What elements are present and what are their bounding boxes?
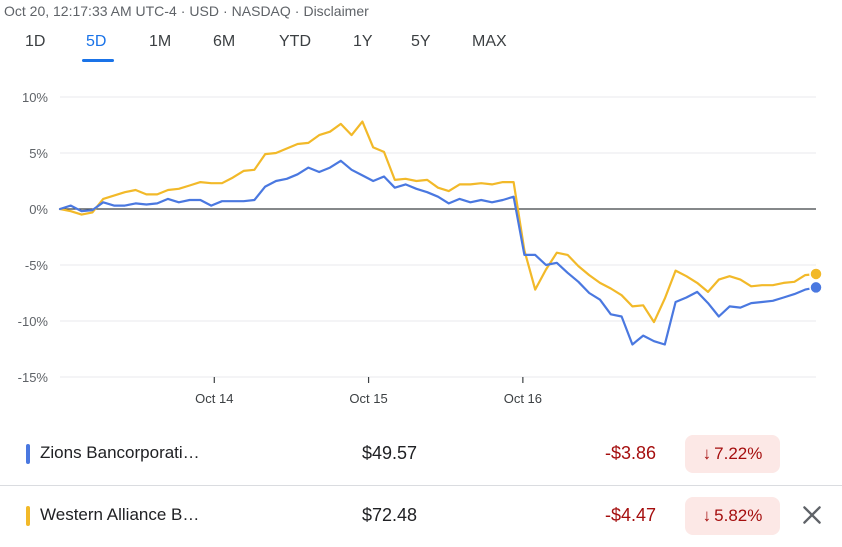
y-tick-label: -10%	[18, 314, 49, 329]
price-value: $49.57	[362, 443, 418, 463]
tab-1y[interactable]: 1Y	[353, 33, 373, 50]
y-tick-label: -15%	[18, 370, 49, 385]
series-end-point	[809, 280, 823, 295]
separator: ·	[294, 3, 300, 19]
comparison-row-zions[interactable]: Zions Bancorporati… $49.57 -$3.86 ↓ 7.22%	[0, 426, 842, 482]
close-icon[interactable]	[799, 502, 825, 528]
comparison-row-western-alliance[interactable]: Western Alliance B… $72.48 -$4.47 ↓ 5.82%	[0, 488, 842, 544]
company-name: Zions Bancorporati…	[40, 443, 200, 462]
range-tabs: 1D 5D 1M 6M YTD 1Y 5Y MAX	[0, 33, 560, 63]
y-tick-label: 0%	[29, 202, 48, 217]
series-end-point	[809, 267, 823, 281]
arrow-down-icon: ↓	[702, 444, 712, 463]
tab-max[interactable]: MAX	[472, 33, 507, 50]
row-divider	[0, 485, 842, 486]
chart-header: Oct 20, 12:17:33 AM UTC-4 · USD · NASDAQ · Dis…	[4, 3, 369, 19]
tab-ytd[interactable]: YTD	[279, 33, 311, 50]
x-tick-label: Oct 14	[195, 391, 233, 406]
separator: ·	[222, 3, 228, 19]
company-name: Western Alliance B…	[40, 505, 200, 524]
percent-change-badge: ↓ 7.22%	[685, 435, 780, 473]
y-tick-label: 10%	[22, 90, 48, 105]
exchange: NASDAQ	[231, 3, 291, 19]
price-value: $72.48	[362, 505, 418, 525]
separator: ·	[180, 3, 186, 19]
tab-1m[interactable]: 1M	[149, 33, 172, 50]
x-tick-label: Oct 16	[504, 391, 542, 406]
tab-1d[interactable]: 1D	[25, 33, 46, 50]
price-change: -$3.86	[604, 443, 656, 463]
disclaimer-link[interactable]: Disclaimer	[303, 3, 369, 19]
y-tick-label: 5%	[29, 146, 48, 161]
percent-change: 5.82%	[714, 506, 763, 525]
active-tab-indicator	[82, 59, 114, 62]
percent-change: 7.22%	[714, 444, 763, 463]
tab-5y[interactable]: 5Y	[411, 33, 431, 50]
tab-6m[interactable]: 6M	[213, 33, 236, 50]
series-color-swatch	[26, 444, 30, 464]
series-line	[58, 159, 818, 346]
arrow-down-icon: ↓	[702, 506, 712, 525]
x-tick-label: Oct 15	[349, 391, 387, 406]
tab-5d[interactable]: 5D	[86, 33, 107, 50]
series-color-swatch	[26, 506, 30, 526]
currency: USD	[189, 3, 219, 19]
series-line	[58, 120, 818, 324]
timestamp: Oct 20, 12:17:33 AM UTC-4	[4, 3, 177, 19]
y-tick-label: -5%	[25, 258, 49, 273]
price-change: -$4.47	[604, 505, 656, 525]
comparison-chart[interactable]: 10% 5% 0% -5% -10% -15% Oct 14 Oct 15 Oct 16	[0, 80, 842, 420]
percent-change-badge: ↓ 5.82%	[685, 497, 780, 535]
